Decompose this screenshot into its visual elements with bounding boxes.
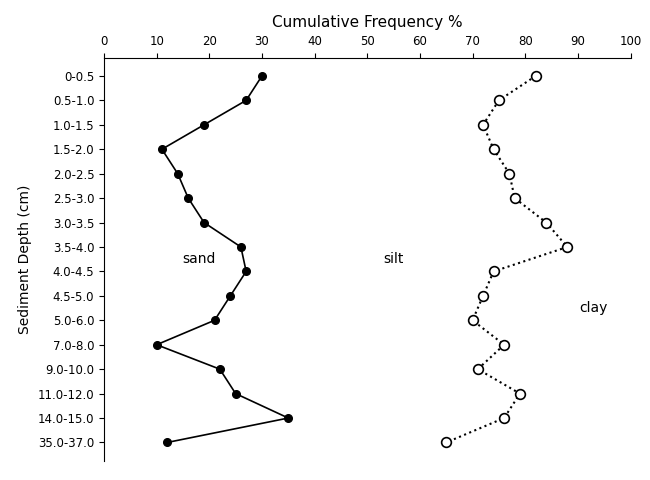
Y-axis label: Sediment Depth (cm): Sediment Depth (cm) (18, 184, 32, 334)
Text: silt: silt (384, 252, 404, 266)
Text: clay: clay (579, 301, 608, 315)
X-axis label: Cumulative Frequency %: Cumulative Frequency % (272, 14, 463, 30)
Text: sand: sand (182, 252, 215, 266)
